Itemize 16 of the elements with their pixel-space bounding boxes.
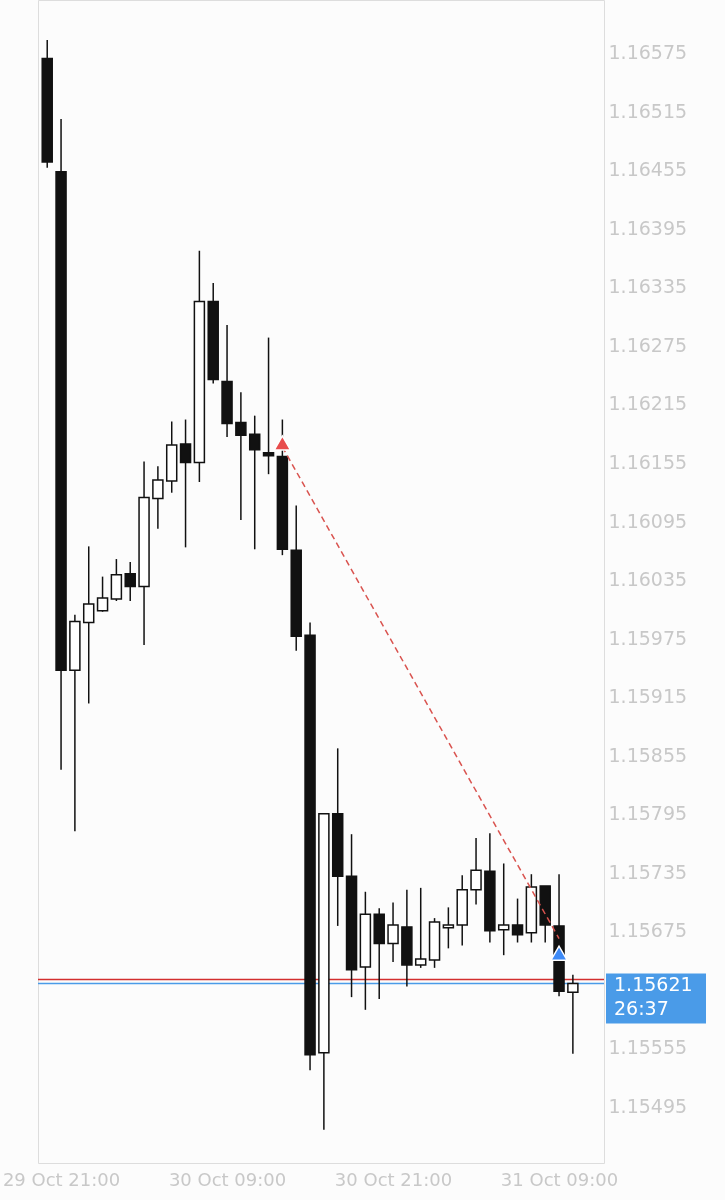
candlestick xyxy=(248,414,261,551)
candlestick xyxy=(262,336,275,475)
candlestick xyxy=(82,545,95,705)
candlestick xyxy=(567,973,579,1055)
candlestick xyxy=(235,391,247,521)
candlestick xyxy=(470,837,482,906)
candlestick xyxy=(414,887,427,969)
candlestick xyxy=(511,897,524,944)
candlestick xyxy=(387,901,399,963)
candlestick xyxy=(497,862,510,956)
candlestick xyxy=(96,575,109,613)
ref-line-label: 1.15621 26:37 xyxy=(614,973,693,1020)
candlestick xyxy=(442,906,455,950)
candlestick xyxy=(124,561,136,602)
candlestick xyxy=(179,418,192,549)
candlestick xyxy=(152,465,164,530)
